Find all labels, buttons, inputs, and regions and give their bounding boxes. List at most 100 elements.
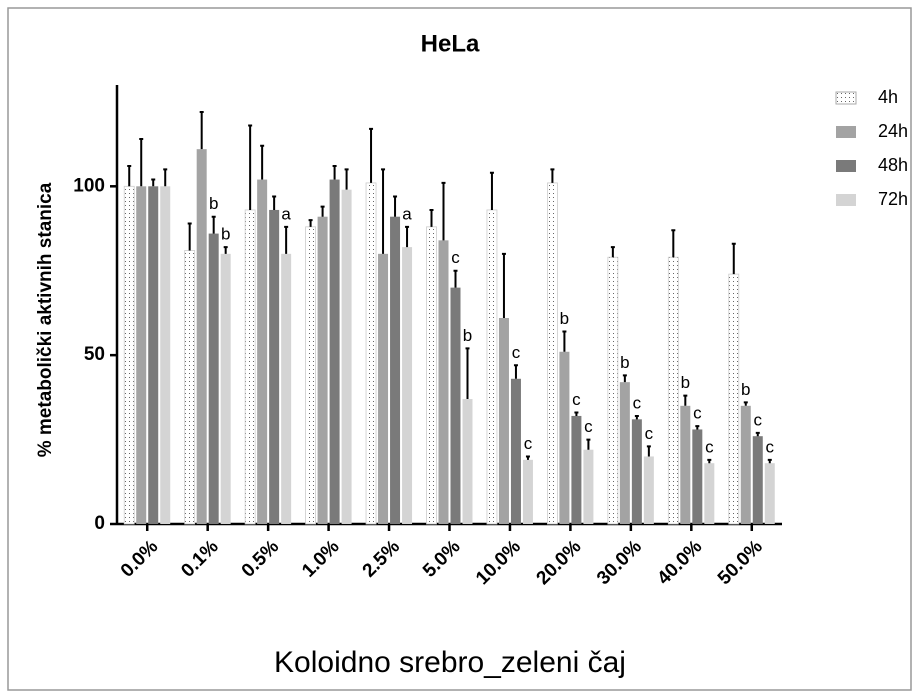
bar [607, 256, 619, 525]
legend-swatch [835, 91, 857, 105]
legend-label: 48h [878, 155, 908, 175]
error-bar [562, 330, 567, 352]
error-bar [308, 219, 313, 227]
y-tick-label: 100 [73, 175, 105, 196]
bar [365, 182, 377, 525]
bar [547, 182, 558, 525]
significance-label: c [572, 390, 581, 409]
significance-label: c [633, 393, 642, 412]
bar [438, 240, 449, 525]
error-bar [465, 347, 470, 400]
bar [728, 273, 740, 525]
error-bar [248, 124, 253, 210]
bar [378, 253, 389, 524]
error-bar [320, 205, 325, 217]
error-bar [695, 425, 700, 430]
significance-label: c [584, 417, 593, 436]
bar [160, 186, 171, 525]
significance-label: c [754, 410, 763, 429]
error-bar [550, 168, 555, 183]
error-bar [574, 411, 579, 416]
bar [740, 405, 751, 524]
bar [269, 209, 280, 524]
error-bar [767, 458, 772, 464]
error-bar [525, 455, 530, 460]
significance-label: c [693, 404, 702, 423]
bar [196, 149, 207, 524]
bar [619, 382, 630, 524]
bar [220, 253, 231, 524]
legend-label: 4h [878, 87, 898, 107]
bar [329, 179, 340, 525]
error-bar [671, 229, 676, 258]
error-bar [743, 401, 748, 406]
error-bar [187, 222, 192, 251]
error-bar [284, 225, 289, 254]
significance-label: a [281, 204, 291, 223]
error-bar [489, 171, 494, 210]
bar [426, 226, 437, 525]
legend-label: 72h [878, 189, 908, 209]
bar [522, 459, 533, 524]
bar [136, 186, 147, 525]
error-bar [513, 364, 518, 379]
significance-label: a [402, 204, 412, 223]
bar [510, 378, 521, 524]
bar [571, 415, 582, 524]
error-bar [127, 165, 132, 187]
legend-swatch [836, 126, 856, 138]
error-bar [755, 431, 760, 437]
bar [692, 429, 703, 524]
bar [317, 216, 328, 524]
significance-label: c [705, 437, 714, 456]
error-bar [405, 225, 410, 248]
legend-swatch [836, 160, 856, 172]
significance-label: c [512, 343, 521, 362]
bar [643, 456, 654, 524]
bar [281, 253, 292, 524]
bar [631, 419, 642, 524]
error-bar [610, 246, 615, 258]
bar [752, 436, 763, 524]
error-bar [429, 208, 434, 227]
y-tick-label: 0 [94, 513, 105, 534]
legend-label: 24h [878, 121, 908, 141]
error-bar [381, 168, 386, 254]
bar [402, 247, 413, 525]
chart-title: HeLa [421, 30, 480, 57]
significance-label: b [681, 373, 690, 392]
significance-label: b [620, 353, 629, 372]
significance-label: b [741, 380, 750, 399]
significance-label: c [524, 434, 533, 453]
error-bar [369, 127, 374, 183]
bar [680, 405, 691, 524]
error-bar [731, 242, 736, 275]
error-bar [634, 414, 639, 420]
error-bar [453, 269, 458, 288]
bar [148, 186, 159, 525]
bar [704, 463, 715, 524]
error-bar [622, 374, 627, 383]
error-bar [707, 458, 712, 464]
bar [341, 189, 352, 524]
bar [486, 209, 498, 525]
legend-swatch [836, 194, 856, 206]
bar [559, 351, 570, 524]
significance-label: c [766, 437, 775, 456]
significance-label: b [463, 326, 472, 345]
bar [123, 185, 135, 525]
bar [498, 318, 509, 524]
error-bar [211, 215, 216, 234]
significance-label: c [451, 248, 460, 267]
bar [462, 399, 473, 524]
error-bar [441, 181, 446, 241]
bar [583, 449, 594, 524]
error-bar [139, 138, 144, 187]
significance-label: b [560, 309, 569, 328]
bar [450, 287, 461, 524]
y-tick-label: 50 [84, 344, 105, 365]
error-bar [260, 144, 265, 180]
y-axis-title: % metabolički aktivnih stanica [35, 182, 56, 457]
error-bar [344, 168, 349, 190]
